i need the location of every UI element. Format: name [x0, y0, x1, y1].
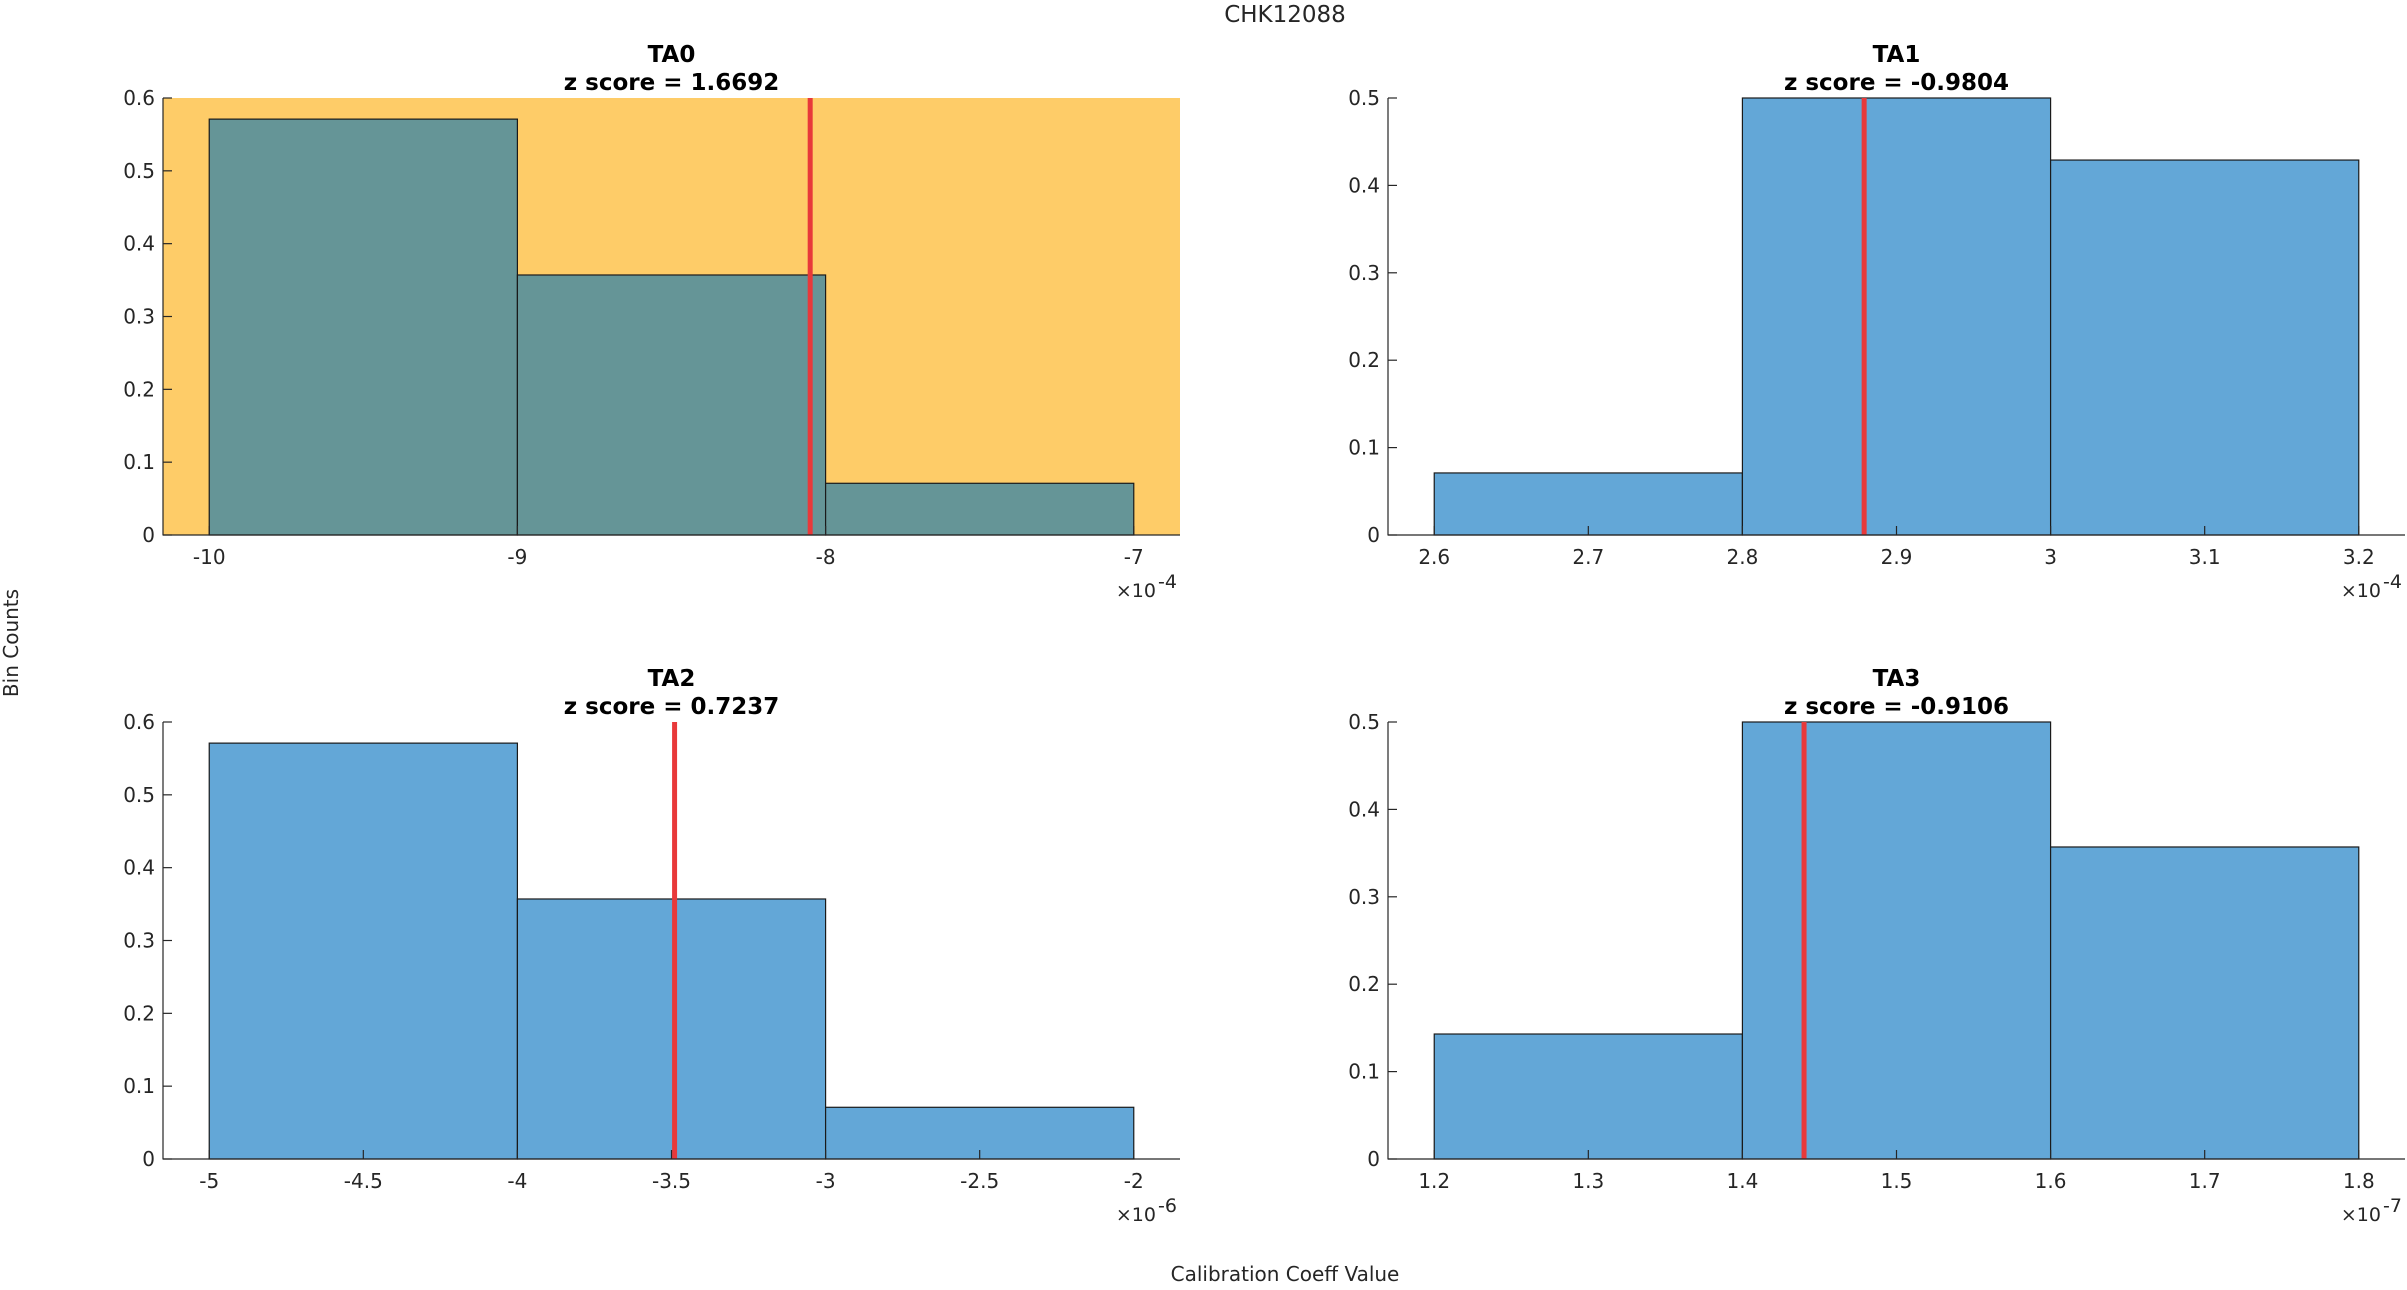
subplot-title: TA2: [648, 666, 696, 692]
x-tick-label: 2.8: [1727, 545, 1759, 569]
y-tick-label: 0.6: [123, 86, 155, 110]
histogram-bar: [208, 742, 519, 1160]
histogram-bar: [1433, 472, 1744, 536]
x-exponent-power: -4: [2383, 571, 2402, 593]
x-tick-label: -2: [1124, 1169, 1144, 1193]
y-tick-label: 0.1: [123, 1074, 155, 1098]
x-tick-label: -3.5: [652, 1169, 691, 1193]
x-tick-label: 1.6: [2035, 1169, 2067, 1193]
y-tick-label: 0.5: [1348, 710, 1380, 734]
x-tick-label: -9: [507, 545, 527, 569]
x-exponent-base: ×10: [1116, 1204, 1156, 1226]
x-tick-label: -8: [816, 545, 836, 569]
y-tick-label: 0.5: [123, 783, 155, 807]
x-tick-label: -3: [816, 1169, 836, 1193]
x-tick-label: 3.1: [2189, 545, 2221, 569]
y-tick-label: 0.1: [1348, 436, 1380, 460]
y-tick-label: 0.3: [1348, 261, 1380, 285]
y-tick-label: 0.2: [1348, 972, 1380, 996]
subplot-title: TA0: [648, 42, 696, 68]
y-tick-label: 0.3: [123, 305, 155, 329]
x-tick-label: -10: [193, 545, 226, 569]
x-tick-label: 1.2: [1418, 1169, 1450, 1193]
x-exponent-power: -7: [2383, 1195, 2402, 1217]
histogram-bar: [208, 118, 519, 536]
histogram-bar: [2049, 159, 2360, 536]
subplot-ta2: 0 0.1 0.2 0.3 0.4 0.5 0.6 -5 -4.5 -4 -3.5 -3 -2.5 -2 ×…: [123, 666, 1180, 1226]
histogram-bar: [1741, 97, 2052, 536]
y-tick-label: 0: [142, 1147, 155, 1171]
y-tick-label: 0.4: [1348, 173, 1380, 197]
x-tick-label: 2.7: [1572, 545, 1604, 569]
histogram-bar: [824, 482, 1135, 536]
y-tick-label: 0.4: [123, 232, 155, 256]
histogram-bar: [516, 898, 827, 1160]
y-tick-label: 0.1: [123, 450, 155, 474]
x-exponent-base: ×10: [2341, 580, 2381, 602]
y-tick-label: 0.5: [1348, 86, 1380, 110]
subplot-zscore: z score = -0.9804: [1784, 70, 2009, 96]
subplot-title: TA3: [1873, 666, 1921, 692]
y-tick-label: 0.1: [1348, 1060, 1380, 1084]
figure-title: CHK12088: [1224, 2, 1346, 28]
histogram-bar: [1741, 721, 2052, 1160]
subplot-title: TA1: [1873, 42, 1921, 68]
y-tick-label: 0.4: [123, 856, 155, 880]
y-tick-label: 0.5: [123, 159, 155, 183]
y-tick-label: 0: [1367, 523, 1380, 547]
subplot-zscore: z score = 0.7237: [564, 694, 780, 720]
y-tick-label: 0.2: [123, 377, 155, 401]
y-tick-label: 0: [1367, 1147, 1380, 1171]
y-tick-label: 0.2: [1348, 348, 1380, 372]
subplot-zscore: z score = -0.9106: [1784, 694, 2009, 720]
y-tick-label: 0.3: [123, 929, 155, 953]
x-tick-label: 2.6: [1418, 545, 1450, 569]
x-tick-label: -5: [199, 1169, 219, 1193]
x-exponent-base: ×10: [2341, 1204, 2381, 1226]
x-tick-label: 1.4: [1727, 1169, 1759, 1193]
x-exponent-power: -6: [1158, 1195, 1177, 1217]
x-tick-label: -4.5: [344, 1169, 383, 1193]
x-axis-label: Calibration Coeff Value: [1171, 1262, 1400, 1286]
y-tick-label: 0.2: [123, 1001, 155, 1025]
x-tick-label: 1.8: [2343, 1169, 2375, 1193]
subplot-ta3: 0 0.1 0.2 0.3 0.4 0.5 1.2 1.3 1.4 1.5 1.6 1.7 1.8 ×10…: [1348, 666, 2405, 1226]
y-tick-label: 0.4: [1348, 797, 1380, 821]
y-tick-label: 0.6: [123, 710, 155, 734]
x-tick-label: 1.5: [1881, 1169, 1913, 1193]
x-exponent-power: -4: [1158, 571, 1177, 593]
subplot-ta1: 0 0.1 0.2 0.3 0.4 0.5 2.6 2.7 2.8 2.9 3 3.1 3.2 ×10 -4…: [1348, 42, 2405, 602]
x-tick-label: -2.5: [960, 1169, 999, 1193]
x-tick-label: 2.9: [1881, 545, 1913, 569]
x-tick-label: -7: [1124, 545, 1144, 569]
y-axis-label: Bin Counts: [0, 589, 23, 697]
y-tick-label: 0.3: [1348, 885, 1380, 909]
x-exponent-base: ×10: [1116, 580, 1156, 602]
x-tick-label: 3: [2044, 545, 2057, 569]
x-tick-label: 3.2: [2343, 545, 2375, 569]
x-tick-label: -4: [507, 1169, 527, 1193]
x-tick-label: 1.7: [2189, 1169, 2221, 1193]
y-tick-label: 0: [142, 523, 155, 547]
x-tick-label: 1.3: [1572, 1169, 1604, 1193]
histogram-bar: [2049, 846, 2360, 1160]
subplot-zscore: z score = 1.6692: [564, 70, 780, 96]
histogram-bar: [1433, 1033, 1744, 1160]
histogram-bar: [516, 274, 827, 536]
